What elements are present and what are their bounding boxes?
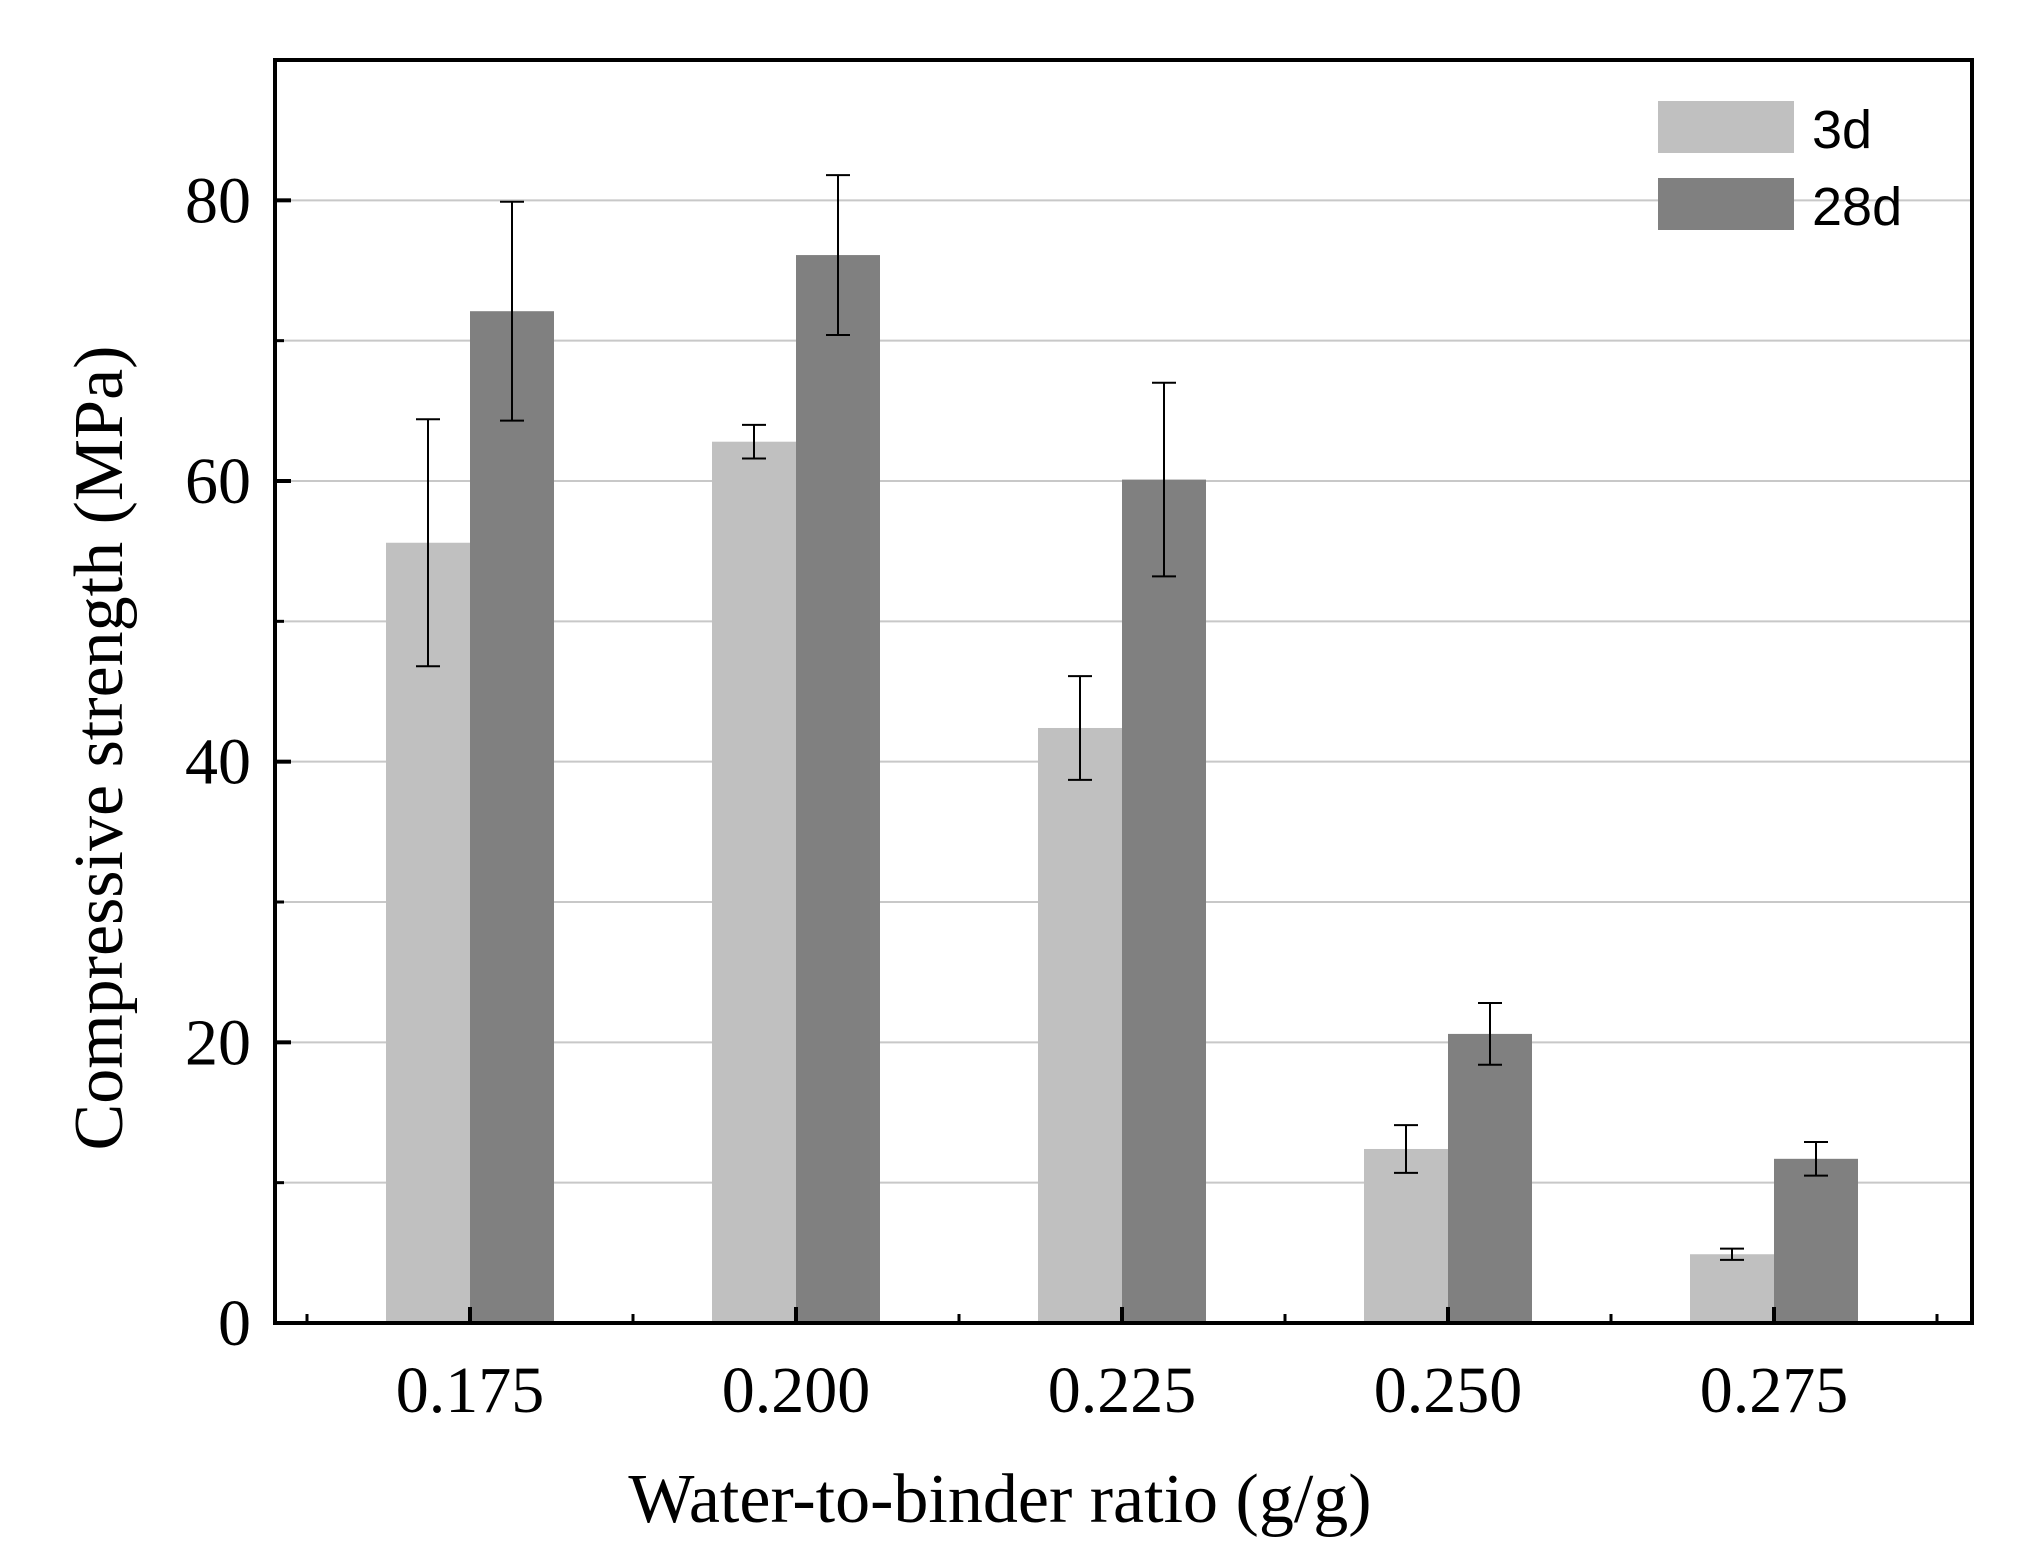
bar-28d-0.200 (796, 255, 880, 1323)
bar-28d-0.250 (1448, 1033, 1532, 1323)
bar-28d-0.275 (1774, 1158, 1858, 1323)
legend-label-3d: 3d (1812, 100, 1872, 160)
y-tick-label-40: 40 (185, 726, 251, 799)
bar-3d-0.275 (1690, 1254, 1774, 1323)
bar-3d-0.200 (712, 441, 796, 1323)
x-tick-label-0.250: 0.250 (1374, 1354, 1523, 1427)
legend-swatch-3d (1658, 101, 1794, 153)
x-axis-title: Water-to-binder ratio (g/g) (628, 1461, 1371, 1538)
bar-28d-0.175 (470, 311, 554, 1323)
axis-ticks (275, 198, 1939, 1325)
legend-swatch-28d (1658, 178, 1794, 230)
y-tick-label-0: 0 (218, 1287, 251, 1360)
y-tick-label-20: 20 (185, 1006, 251, 1079)
tick-labels: 0 20 40 60 80 0.175 0.200 0.225 0.250 0.275 (185, 164, 1848, 1427)
y-tick-label-80: 80 (185, 164, 251, 237)
bars (386, 255, 1858, 1323)
bar-3d-0.250 (1364, 1148, 1448, 1323)
x-tick-label-0.275: 0.275 (1700, 1354, 1849, 1427)
error-bars (416, 174, 1828, 1261)
x-tick-label-0.175: 0.175 (396, 1354, 545, 1427)
legend-label-28d: 28d (1812, 177, 1902, 237)
bar-3d-0.225 (1038, 727, 1122, 1323)
y-axis-title: Compressive strength (MPa) (61, 346, 138, 1151)
x-tick-label-0.225: 0.225 (1048, 1354, 1197, 1427)
x-tick-label-0.200: 0.200 (722, 1354, 871, 1427)
legend: 3d 28d (1658, 100, 1902, 237)
bar-28d-0.225 (1122, 479, 1206, 1323)
bar-3d-0.175 (386, 542, 470, 1323)
y-tick-label-60: 60 (185, 445, 251, 518)
